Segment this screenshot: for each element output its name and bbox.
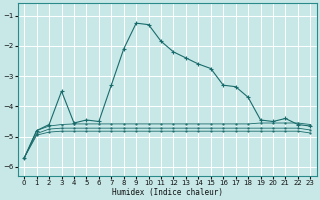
X-axis label: Humidex (Indice chaleur): Humidex (Indice chaleur) xyxy=(112,188,223,197)
